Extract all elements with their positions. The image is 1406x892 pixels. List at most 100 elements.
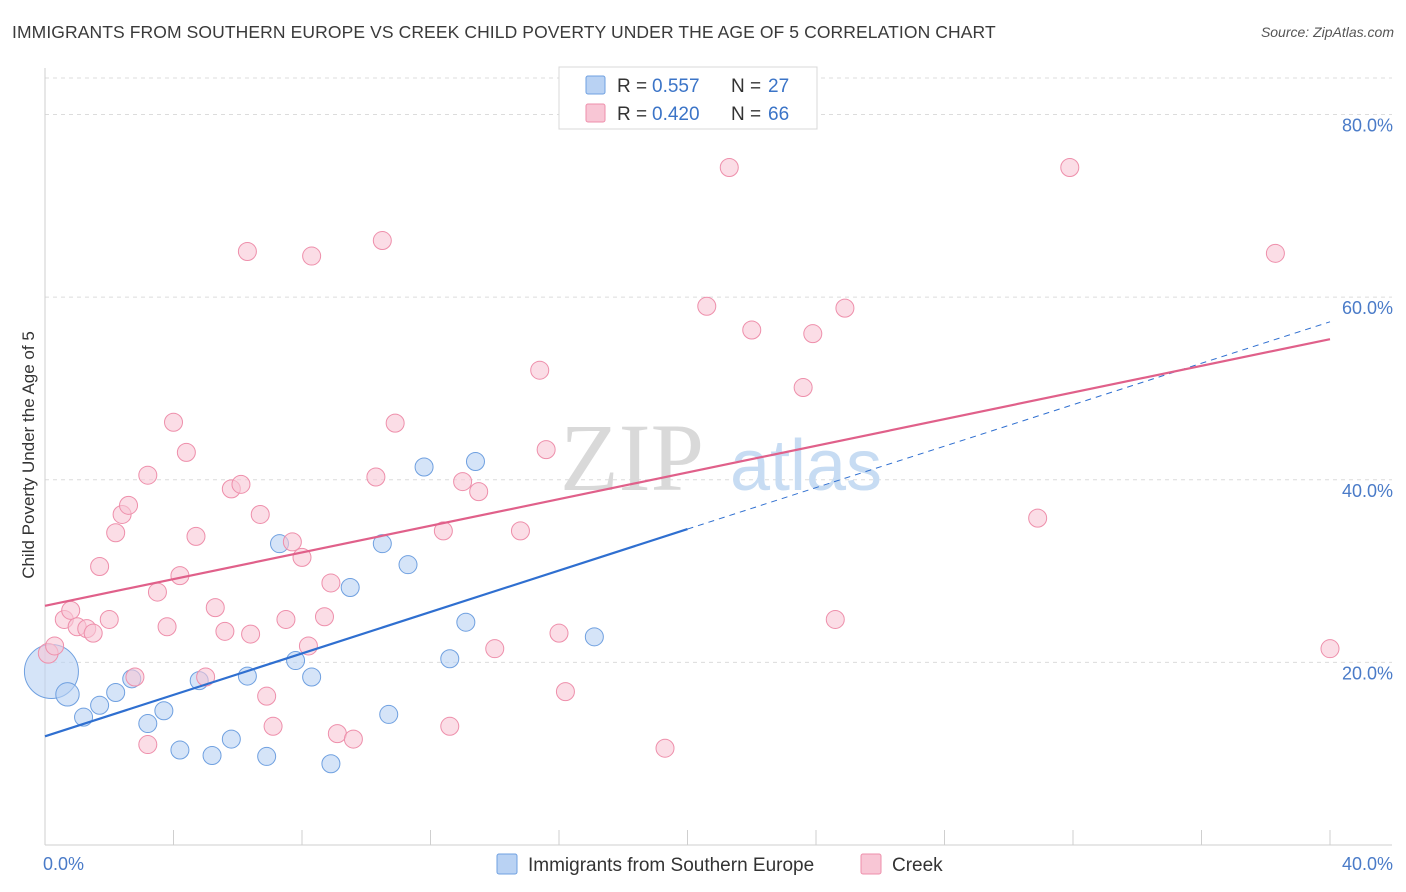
- point-s1-47: [485, 639, 505, 659]
- point-s1-41: [372, 231, 392, 251]
- y-tick-label-3: 80.0%: [1342, 116, 1393, 136]
- legend-r-label-0: R =: [617, 76, 647, 97]
- bottom-legend: Immigrants from Southern Europe Creek: [496, 853, 943, 876]
- point-s1-56: [719, 157, 739, 177]
- point-s0-20: [379, 704, 399, 724]
- point-s1-16: [157, 617, 177, 637]
- point-s1-62: [1060, 157, 1080, 177]
- point-s1-23: [215, 621, 235, 641]
- chart-title: IMMIGRANTS FROM SOUTHERN EUROPE VS CREEK…: [12, 22, 996, 42]
- y-axis-label: Child Poverty Under the Age of 5: [19, 331, 38, 579]
- point-s1-20: [186, 526, 206, 546]
- point-s0-4: [106, 683, 126, 703]
- point-s0-3: [90, 695, 110, 715]
- point-s1-63: [1265, 243, 1285, 263]
- point-s1-29: [257, 686, 277, 706]
- watermark-atlas: atlas: [730, 426, 882, 506]
- point-s1-7: [90, 557, 110, 577]
- point-s0-22: [414, 457, 434, 477]
- point-s1-51: [549, 623, 569, 643]
- point-s1-43: [433, 521, 453, 541]
- point-s1-26: [237, 241, 257, 261]
- point-s1-21: [196, 667, 216, 687]
- point-s1-57: [793, 378, 813, 398]
- point-s1-3: [61, 600, 81, 620]
- bottom-legend-label-immigrants: Immigrants from Southern Europe: [528, 855, 814, 876]
- point-s0-25: [465, 452, 485, 471]
- point-s1-48: [510, 521, 530, 541]
- point-s1-55: [742, 320, 762, 340]
- point-s1-61: [1028, 508, 1048, 528]
- y-tick-label-0: 20.0%: [1342, 663, 1393, 683]
- point-s0-11: [221, 729, 241, 749]
- point-s1-31: [276, 609, 296, 629]
- point-s1-45: [453, 472, 473, 492]
- axes: [44, 68, 1392, 846]
- trend-lines: [44, 321, 1331, 738]
- legend-r-value-0: 0.557: [652, 76, 700, 97]
- point-s0-10: [202, 746, 222, 766]
- x-tick-label-1: 40.0%: [1342, 854, 1393, 874]
- grid-lines: [45, 77, 1392, 663]
- y-tick-labels: 20.0% 40.0% 60.0% 80.0%: [1342, 116, 1393, 684]
- point-s1-39: [343, 729, 363, 749]
- legend-box: R = 0.557 N = 27 R = 0.420 N = 66: [558, 66, 818, 130]
- data-points: [23, 157, 1340, 774]
- legend-swatch-immigrants: [585, 75, 606, 95]
- point-s1-49: [530, 360, 550, 380]
- source-credit: Source: ZipAtlas.com: [1260, 24, 1394, 40]
- point-s1-50: [536, 440, 556, 460]
- point-s1-32: [282, 532, 302, 552]
- point-s0-1: [55, 682, 80, 707]
- point-s1-9: [106, 523, 126, 543]
- legend-r-label-1: R =: [617, 104, 647, 125]
- point-s1-42: [385, 413, 405, 433]
- legend-swatch-creek: [585, 103, 606, 123]
- bottom-legend-label-creek: Creek: [892, 855, 943, 876]
- point-s1-30: [263, 716, 283, 736]
- point-s1-8: [99, 609, 119, 629]
- legend-n-value-1: 66: [768, 104, 789, 125]
- point-s0-18: [340, 578, 360, 598]
- trend-line-s0: [44, 528, 688, 738]
- point-s1-60: [835, 298, 855, 318]
- point-s1-52: [555, 682, 575, 702]
- point-s0-8: [170, 740, 190, 760]
- point-s1-53: [655, 738, 675, 758]
- point-s1-64: [1320, 639, 1340, 659]
- point-s0-21: [398, 555, 418, 575]
- point-s1-54: [697, 296, 717, 316]
- legend-n-value-0: 27: [768, 76, 789, 97]
- point-s1-44: [440, 716, 460, 736]
- point-s1-40: [366, 467, 386, 487]
- trend-extension-s0: [687, 321, 1331, 530]
- point-s0-13: [257, 746, 277, 766]
- point-s1-17: [164, 412, 183, 432]
- point-s0-24: [456, 612, 476, 632]
- point-s1-1: [45, 636, 65, 656]
- point-s1-58: [803, 324, 823, 344]
- legend-n-label-0: N =: [731, 76, 761, 97]
- point-s0-16: [302, 667, 322, 687]
- bottom-legend-swatch-creek: [860, 853, 882, 875]
- watermark: ZIP atlas: [560, 404, 882, 511]
- point-s1-13: [138, 465, 158, 485]
- point-s1-35: [302, 246, 322, 266]
- x-tick-label-0: 0.0%: [43, 854, 84, 874]
- point-s1-28: [250, 504, 270, 524]
- point-s0-7: [154, 701, 174, 721]
- legend-r-value-1: 0.420: [652, 104, 700, 125]
- point-s0-6: [138, 714, 158, 734]
- point-s0-17: [321, 754, 341, 774]
- point-s0-23: [440, 649, 460, 669]
- point-s1-12: [125, 667, 145, 687]
- point-s1-22: [205, 598, 225, 618]
- y-tick-label-1: 40.0%: [1342, 481, 1393, 501]
- point-s1-14: [138, 735, 158, 755]
- point-s1-59: [825, 609, 845, 629]
- point-s1-11: [119, 495, 139, 515]
- point-s1-15: [147, 582, 167, 602]
- point-s1-6: [83, 623, 103, 643]
- point-s1-36: [314, 607, 334, 627]
